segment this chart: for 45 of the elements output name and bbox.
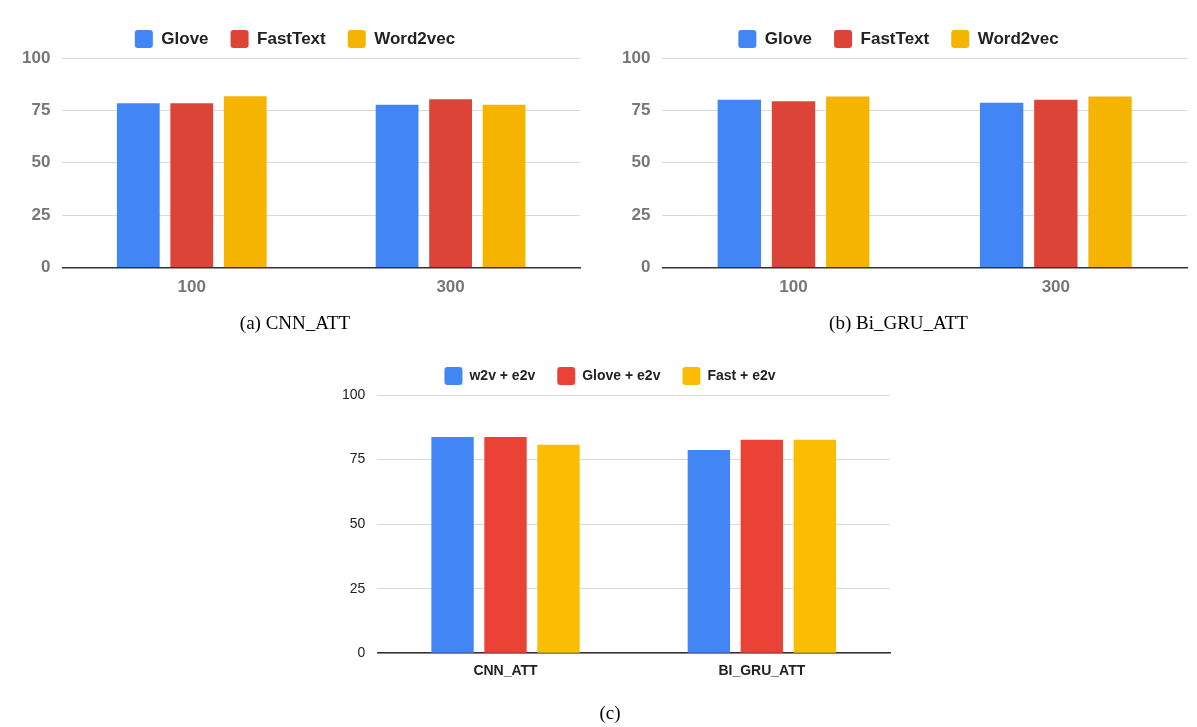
y-tick-label: 0 (640, 257, 651, 277)
y-tick-label: 50 (31, 152, 51, 172)
x-tick-label: 300 (1041, 277, 1071, 297)
legend-label: Glove (764, 28, 813, 48)
legend-label: Fast + e2v (707, 366, 776, 383)
bar (717, 99, 761, 268)
bar (484, 437, 527, 653)
bar (793, 439, 836, 653)
bar (537, 444, 580, 653)
bar (740, 439, 784, 653)
y-tick-label: 100 (342, 385, 366, 402)
y-tick-label: 25 (631, 204, 651, 224)
text: (a) CNN_ATT (238, 312, 352, 334)
legend-label: Word2vec (374, 28, 456, 48)
x-tick-label: 100 (779, 277, 808, 297)
x-tick-label: BI_GRU_ATT (718, 662, 806, 679)
bar (826, 96, 870, 268)
x-tick-label: 300 (436, 277, 465, 297)
text: (c) (598, 702, 622, 724)
bar (431, 437, 474, 653)
text: (b) Bi_GRU_ATT (828, 312, 969, 334)
x-tick-label: CNN_ATT (473, 662, 539, 679)
bar (687, 450, 731, 653)
y-tick-label: 75 (349, 450, 366, 467)
y-tick-label: 50 (349, 514, 366, 531)
legend-label: Glove (161, 28, 209, 48)
x-tick-label: 100 (177, 277, 206, 297)
y-tick-label: 50 (631, 152, 651, 172)
y-tick-label: 0 (40, 257, 51, 277)
y-tick-label: 25 (349, 579, 366, 596)
legend-label: FastText (257, 28, 327, 48)
y-tick-label: 100 (21, 47, 51, 67)
legend-label: Glove + e2v (582, 366, 661, 383)
legend-label: Word2vec (977, 28, 1059, 48)
legend-label: w2v + e2v (468, 366, 536, 383)
bar (1034, 99, 1078, 268)
y-tick-label: 25 (31, 204, 51, 224)
y-tick-label: 0 (357, 644, 366, 661)
legend-label: FastText (860, 28, 930, 48)
y-tick-label: 75 (31, 100, 51, 120)
bar (979, 102, 1024, 268)
bar (1088, 96, 1132, 268)
bar (771, 101, 816, 268)
y-tick-label: 75 (631, 100, 651, 120)
y-tick-label: 100 (621, 47, 651, 67)
